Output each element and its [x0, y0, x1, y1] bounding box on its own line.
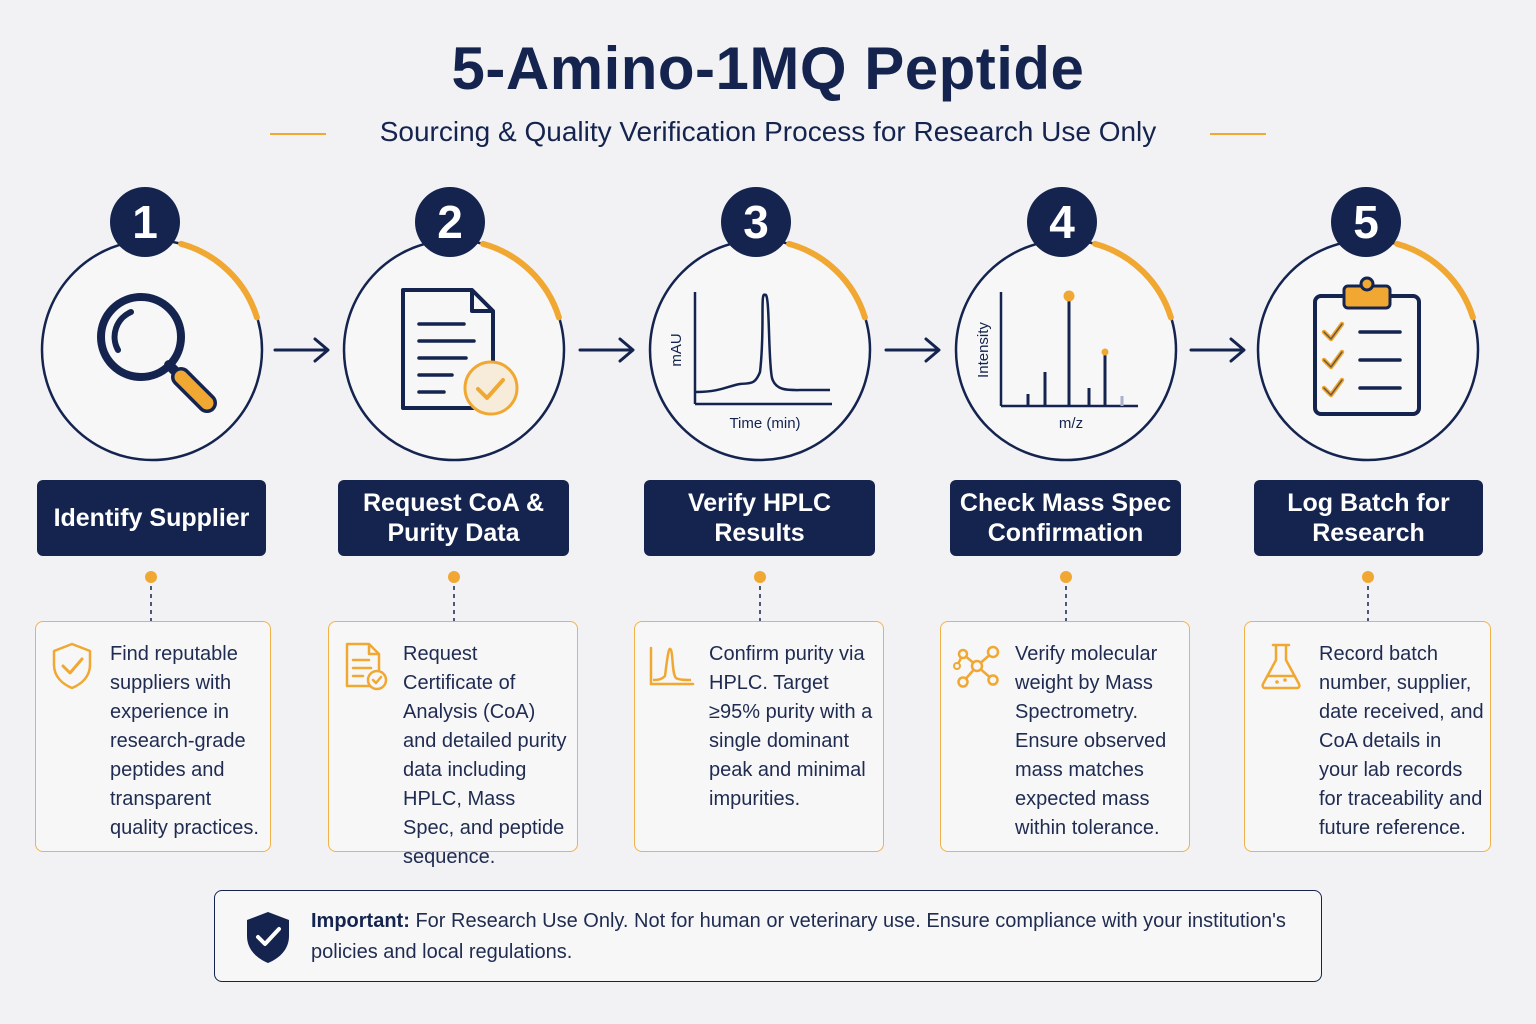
- step-ring: mAU Time (min): [648, 238, 872, 462]
- step-title-card: Request CoA & Purity Data: [338, 480, 569, 556]
- step-description: Request Certificate of Analysis (CoA) an…: [403, 643, 567, 868]
- step-number-badge: 4: [1027, 187, 1097, 257]
- step-2: 2 Request CoA & Purity Data Request Cert…: [304, 0, 604, 880]
- step-ring: [342, 238, 566, 462]
- step-description-box: Verify molecular weight by Mass Spectrom…: [940, 621, 1190, 852]
- hplc-chromatogram-icon: mAU Time (min): [668, 292, 832, 432]
- certificate-icon: [345, 642, 388, 691]
- step-connector: [1060, 571, 1072, 622]
- clipboard-checklist-icon: [1313, 276, 1421, 416]
- subtitle-rule-right: [1210, 133, 1266, 135]
- arrow-right-icon: [273, 337, 330, 363]
- notice-text: Important: For Research Use Only. Not fo…: [311, 906, 1301, 968]
- step-description: Record batch number, supplier, date rece…: [1319, 643, 1484, 839]
- molecule-icon: [953, 645, 1000, 688]
- chart-y-axis-label: mAU: [668, 333, 685, 366]
- chart-y-axis-label: Intensity: [975, 322, 992, 378]
- step-number-badge: 5: [1331, 187, 1401, 257]
- flask-icon: [1261, 643, 1301, 690]
- subtitle-row: Sourcing & Quality Verification Process …: [0, 116, 1536, 152]
- step-description: Find reputable suppliers with experience…: [110, 643, 259, 839]
- step-ring: [40, 238, 264, 462]
- shield-check-icon: [52, 642, 92, 690]
- step-1: 1 Identify Supplier Find reputable suppl…: [1, 0, 301, 880]
- notice-label: Important:: [311, 910, 410, 932]
- mass-spectrum-icon: Intensity m/z: [975, 290, 1138, 432]
- step-ring: Intensity m/z: [954, 238, 1178, 462]
- step-3: mAU Time (min) 3 Verify HPLC Results Con…: [610, 0, 910, 880]
- step-title-card: Identify Supplier: [37, 480, 266, 556]
- important-notice: Important: For Research Use Only. Not fo…: [214, 890, 1322, 982]
- page-title: 5-Amino-1MQ Peptide: [451, 35, 1085, 102]
- document-check-icon: [401, 288, 519, 416]
- step-description-box: Find reputable suppliers with experience…: [35, 621, 271, 852]
- step-number-badge: 1: [110, 187, 180, 257]
- step-5: 5 Log Batch for Research Record batch nu…: [1218, 0, 1518, 880]
- chart-x-axis-label: Time (min): [729, 415, 800, 432]
- step-title-card: Check Mass Spec Confirmation: [950, 480, 1181, 556]
- step-title-card: Log Batch for Research: [1254, 480, 1483, 556]
- step-title-card: Verify HPLC Results: [644, 480, 875, 556]
- step-description-box: Request Certificate of Analysis (CoA) an…: [328, 621, 578, 868]
- step-4: Intensity m/z 4 Check Mass Spec Confirma…: [916, 0, 1216, 880]
- subtitle-rule-left: [270, 133, 326, 135]
- step-connector: [1362, 571, 1374, 622]
- peak-chart-icon: [649, 646, 695, 686]
- arrow-right-icon: [578, 337, 635, 363]
- notice-body: For Research Use Only. Not for human or …: [311, 910, 1286, 963]
- step-number-badge: 3: [721, 187, 791, 257]
- page-subtitle: Sourcing & Quality Verification Process …: [379, 116, 1157, 147]
- arrow-right-icon: [884, 337, 941, 363]
- step-connector: [145, 571, 157, 622]
- step-description: Confirm purity via HPLC. Target ≥95% pur…: [709, 643, 873, 810]
- step-connector: [448, 571, 460, 622]
- step-connector: [754, 571, 766, 622]
- step-description: Verify molecular weight by Mass Spectrom…: [1015, 643, 1167, 839]
- step-description-box: Confirm purity via HPLC. Target ≥95% pur…: [634, 621, 884, 852]
- arrow-right-icon: [1189, 337, 1246, 363]
- step-number-badge: 2: [415, 187, 485, 257]
- shield-check-icon: [247, 912, 289, 963]
- step-description-box: Record batch number, supplier, date rece…: [1244, 621, 1491, 852]
- chart-x-axis-label: m/z: [1059, 415, 1083, 432]
- magnifier-icon: [97, 293, 217, 413]
